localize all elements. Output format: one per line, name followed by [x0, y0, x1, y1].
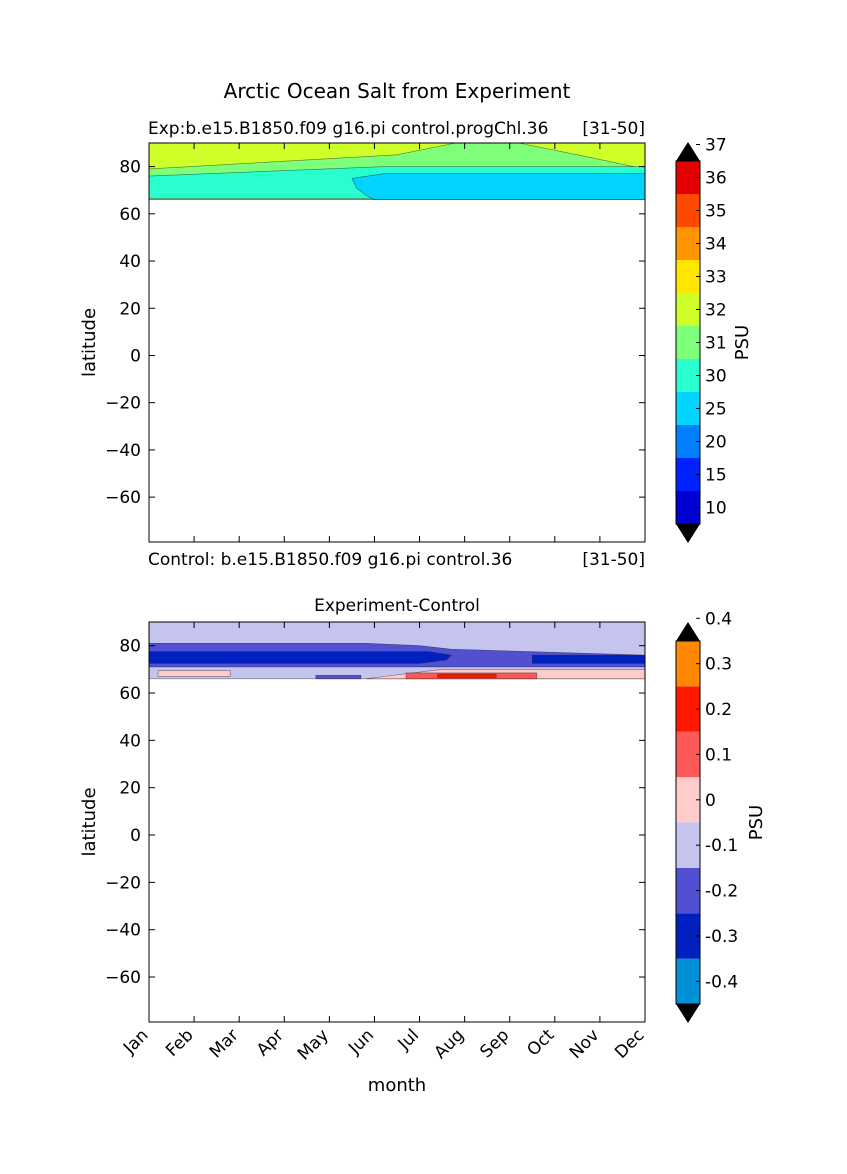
experiment-colorbar-tick-label: 31: [705, 334, 727, 354]
difference-ytick-label: 40: [119, 731, 141, 751]
experiment-ytick-label: 0: [130, 346, 141, 366]
panel-experiment-title-right: [31-50]: [582, 119, 645, 139]
difference-colorbar-extend-max: [676, 622, 700, 641]
experiment-colorbar-tick-label: 36: [705, 169, 727, 189]
difference-contour-region-7: [437, 673, 497, 678]
experiment-ytick-label: −40: [105, 441, 141, 461]
experiment-colorbar-tick-label: 10: [705, 499, 727, 519]
panel-experiment-title-left: Exp:b.e15.B1850.f09 g16.pi control.progC…: [148, 119, 548, 139]
difference-colorbar-tick-label: -0.3: [705, 927, 738, 947]
difference-ytick-label: 20: [119, 779, 141, 799]
experiment-ytick-label: 20: [119, 299, 141, 319]
difference-colorbar-frame: [675, 640, 701, 1005]
difference-ytick-label: 80: [119, 637, 141, 657]
difference-ytick-label: 0: [130, 826, 141, 846]
difference-colorbar-tick-label: -0.4: [705, 972, 738, 992]
experiment-plot-frame: [148, 142, 646, 543]
plot-difference: −60 −40 −20 0 20 40 60 80 Jan Feb Mar Apr May Jun Jul A…: [79, 621, 649, 1064]
difference-colorbar-tick-label: 0.4: [705, 609, 732, 629]
xtick-label-Apr: Apr: [253, 1025, 288, 1060]
xtick-label-Feb: Feb: [162, 1025, 197, 1060]
colorbar-difference: -0.4 -0.3 -0.2 -0.1 0 0.1 0.2 0.3 0.4 PSU: [675, 609, 767, 1023]
difference-colorbar-label: PSU: [746, 805, 767, 840]
difference-ytick-label: −60: [105, 968, 141, 988]
experiment-colorbar-extend-min: [676, 524, 700, 543]
experiment-ytick-label: 60: [119, 205, 141, 225]
experiment-ylabel: latitude: [79, 308, 100, 377]
panel-difference: Experiment-Control −60 −40 −20 0 20 40 60 80 Jan…: [79, 596, 767, 1096]
difference-plot-area: [149, 622, 645, 1022]
panel-experiment-footer-left: Control: b.e15.B1850.f09 g16.pi control.…: [148, 550, 512, 570]
difference-colorbar-tick-label: -0.1: [705, 836, 738, 856]
x-axis-label: month: [368, 1075, 426, 1096]
difference-colorbar-tick-label: 0.3: [705, 655, 732, 675]
colorbar-experiment: 10 15 20 25 30 31 32 33 34 35 36 37 PSU: [675, 136, 753, 543]
figure-suptitle: Arctic Ocean Salt from Experiment: [224, 79, 571, 103]
experiment-plot-area: [149, 143, 645, 542]
experiment-colorbar-tick-label: 20: [705, 433, 727, 453]
experiment-colorbar-tick-label: 35: [705, 202, 727, 222]
difference-colorbar-tick-label: 0.1: [705, 745, 732, 765]
difference-ytick-label: 60: [119, 684, 141, 704]
experiment-contour-region-3: [351, 173, 646, 200]
experiment-colorbar-tick-label: 15: [705, 466, 727, 486]
difference-contour-region-3: [531, 654, 646, 664]
plot-experiment: −60 −40 −20 0 20 40 60 80 latitude: [79, 142, 646, 543]
experiment-colorbar-tick-label: 30: [705, 367, 727, 387]
xtick-label-Dec: Dec: [611, 1025, 648, 1062]
xtick-label-Aug: Aug: [431, 1025, 469, 1063]
xtick-label-Jan: Jan: [119, 1025, 152, 1058]
difference-colorbar-extend-min: [676, 1004, 700, 1023]
experiment-ytick-label: −60: [105, 488, 141, 508]
xtick-label-Sep: Sep: [476, 1025, 513, 1062]
xtick-label-Mar: Mar: [206, 1025, 243, 1062]
xtick-label-May: May: [294, 1025, 333, 1064]
experiment-ytick-label: 40: [119, 252, 141, 272]
experiment-colorbar-tick-label: 32: [705, 301, 727, 321]
xtick-label-Nov: Nov: [566, 1025, 604, 1063]
difference-colorbar-tick-label: 0.2: [705, 700, 732, 720]
experiment-colorbar-tick-label: 34: [705, 235, 727, 255]
experiment-colorbar-tick-label: 33: [705, 268, 727, 288]
difference-ytick-label: −20: [105, 873, 141, 893]
experiment-colorbar-tick-label: 25: [705, 400, 727, 420]
panel-experiment: Exp:b.e15.B1850.f09 g16.pi control.progC…: [79, 119, 753, 570]
experiment-colorbar-extend-max: [676, 142, 700, 161]
panel-difference-title: Experiment-Control: [314, 596, 480, 616]
xtick-label-Oct: Oct: [523, 1025, 558, 1060]
difference-colorbar-tick-label: -0.2: [705, 882, 738, 902]
difference-plot-frame: [148, 621, 646, 1023]
difference-ytick-label: −40: [105, 921, 141, 941]
experiment-ytick-label: −20: [105, 394, 141, 414]
difference-contour-region-2: [148, 651, 452, 664]
difference-contour-region-8: [315, 674, 362, 680]
difference-ylabel: latitude: [79, 787, 100, 856]
xtick-label-Jun: Jun: [344, 1025, 378, 1059]
experiment-ytick-label: 80: [119, 158, 141, 178]
experiment-colorbar-tick-label: 37: [705, 136, 727, 156]
difference-colorbar-tick-label: 0: [705, 791, 716, 811]
panel-experiment-footer-right: [31-50]: [582, 550, 645, 570]
xtick-label-Jul: Jul: [394, 1025, 423, 1054]
difference-contour-region-4: [157, 670, 231, 677]
experiment-colorbar-label: PSU: [732, 325, 753, 360]
